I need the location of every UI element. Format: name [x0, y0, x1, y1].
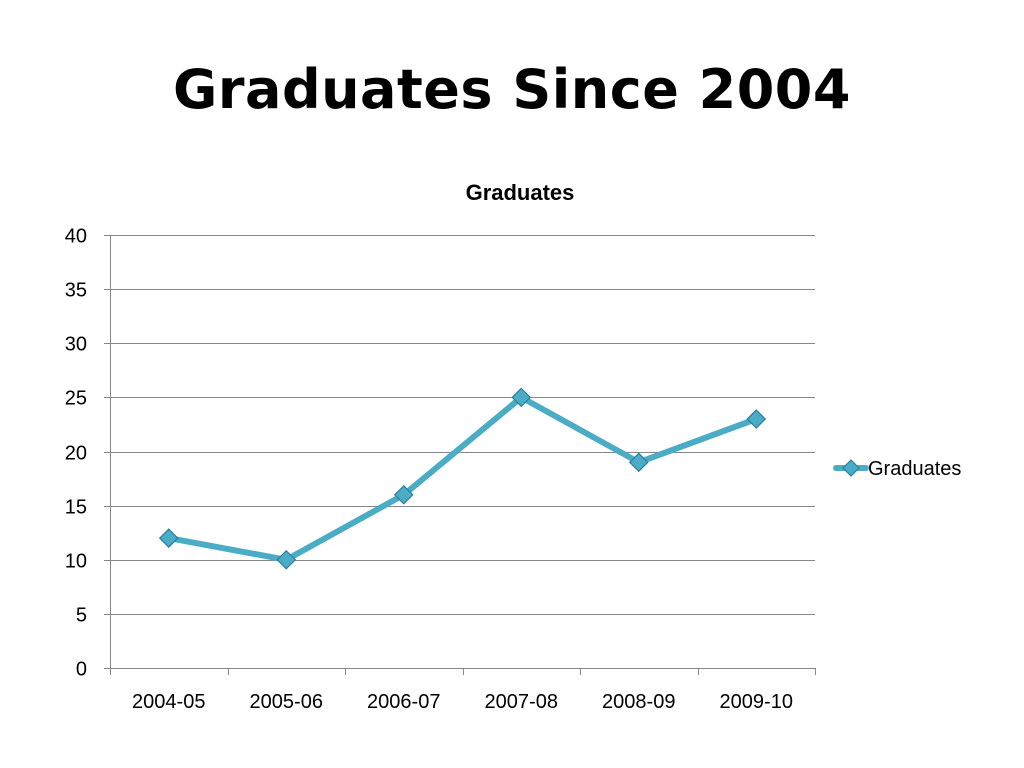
y-tick-label: 5	[76, 605, 87, 627]
y-tick-label: 20	[65, 443, 87, 465]
axes	[104, 235, 816, 675]
x-axis-tick-labels: 2004-05 2005-06 2006-07 2007-08 2008-09 2009-…	[132, 691, 793, 713]
data-point-marker	[628, 452, 649, 473]
data-point-marker	[746, 409, 767, 429]
x-tick-label: 2009-10	[720, 691, 793, 713]
chart-title: Graduates	[466, 180, 575, 205]
data-point-marker	[276, 549, 297, 570]
slide-title: Graduates Since 2004	[173, 58, 851, 121]
x-tick-label: 2006-07	[367, 691, 440, 713]
y-tick-label: 0	[76, 659, 87, 681]
x-tick-label: 2004-05	[132, 691, 205, 713]
x-tick-label: 2007-08	[485, 691, 558, 713]
data-point-marker	[393, 484, 414, 505]
series-graduates	[158, 387, 767, 570]
y-tick-label: 10	[65, 551, 87, 573]
data-point-marker	[511, 387, 532, 408]
legend-label: Graduates	[868, 458, 961, 480]
gridlines	[110, 235, 815, 615]
x-tick-label: 2008-09	[602, 691, 675, 713]
y-axis-tick-labels: 0 5 10 15 20 25 30 35 40	[65, 226, 87, 681]
data-point-marker	[158, 528, 179, 548]
x-tick-label: 2005-06	[250, 691, 323, 713]
y-tick-label: 25	[65, 388, 87, 410]
y-tick-label: 40	[65, 226, 87, 248]
y-tick-label: 30	[65, 334, 87, 356]
y-tick-label: 35	[65, 280, 87, 302]
legend: Graduates	[833, 458, 961, 480]
series-line	[165, 394, 760, 563]
diamond-marker-icon	[842, 459, 860, 477]
y-tick-label: 15	[65, 497, 87, 519]
